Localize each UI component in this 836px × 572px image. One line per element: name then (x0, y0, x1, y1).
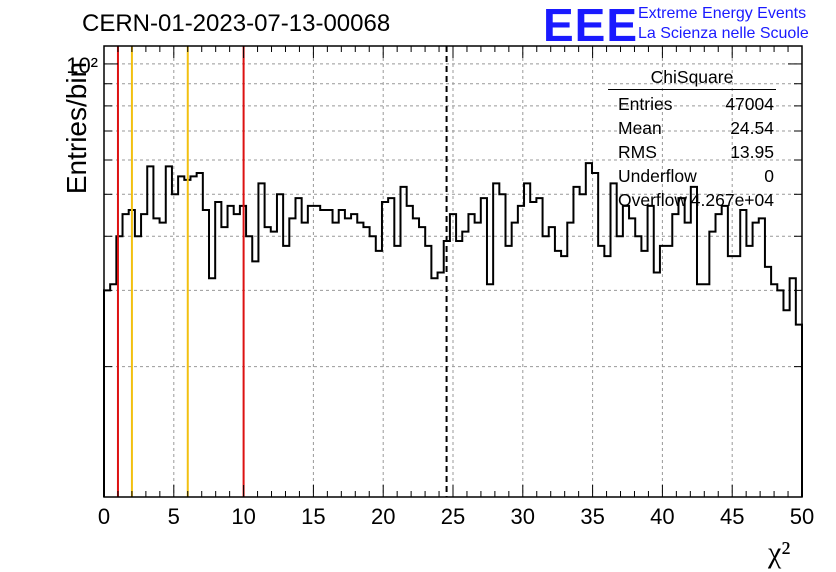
grid-lines (104, 46, 802, 497)
eee-logo-mark: EEE (543, 0, 639, 51)
marker-lines (116, 46, 448, 497)
run-title: CERN-01-2023-07-13-00068 (82, 10, 391, 37)
stats-row-value: 47004 (725, 94, 774, 114)
stats-row: Overflow 4.267e+04 (608, 188, 776, 212)
stats-row-value: 4.267e+04 (690, 190, 774, 210)
stats-box: ChiSquare Entries 47004 Mean 24.54 RMS 13.95 U… (608, 67, 776, 212)
histogram-series (103, 162, 803, 497)
stats-row: Entries 47004 (608, 92, 776, 116)
stats-row-label: Underflow (618, 166, 697, 186)
stats-row-value: 24.54 (730, 118, 774, 138)
stats-row-label: Overflow (618, 190, 688, 210)
stats-row: Mean 24.54 (608, 116, 776, 140)
x-tick-label: 50 (790, 504, 814, 529)
stats-row-value: 13.95 (730, 142, 774, 162)
histogram-step-line (103, 162, 803, 497)
x-tick-label: 30 (511, 504, 535, 529)
x-tick-label: 35 (580, 504, 604, 529)
stats-rows: Entries 47004 Mean 24.54 RMS 13.95 Underflow 0 O… (608, 92, 776, 212)
x-tick-label: 25 (441, 504, 465, 529)
stats-row-value: 0 (764, 166, 774, 186)
x-tick-label: 0 (98, 504, 110, 529)
axis-ticks: 0 5 10 15 20 25 30 35 40 45 50 10² (66, 46, 814, 529)
y-tick-label: 10² (66, 53, 98, 78)
stats-row: RMS 13.95 (608, 140, 776, 164)
x-tick-label: 15 (301, 504, 325, 529)
x-tick-label: 45 (720, 504, 744, 529)
x-tick-label: 10 (231, 504, 255, 529)
logo-line-2: La Scienza nelle Scuole (638, 25, 809, 42)
x-tick-label: 5 (168, 504, 180, 529)
stats-row: Underflow 0 (608, 164, 776, 188)
stats-row-label: Entries (618, 94, 673, 114)
stats-row-label: RMS (618, 142, 657, 162)
stats-row-label: Mean (618, 118, 662, 138)
x-axis-label: χ² (768, 536, 791, 569)
x-tick-label: 20 (371, 504, 395, 529)
logo-line-1: Extreme Energy Events (638, 5, 807, 22)
x-tick-label: 40 (650, 504, 674, 529)
stats-title: ChiSquare (608, 67, 776, 90)
